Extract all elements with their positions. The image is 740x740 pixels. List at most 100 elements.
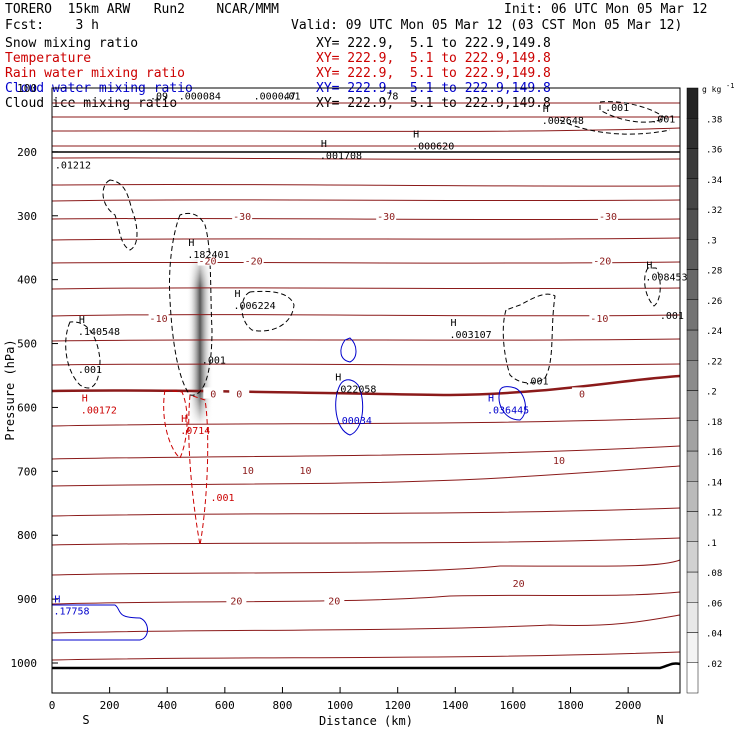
ice-contour [241,290,295,332]
contour-value-label: .09 [150,92,168,103]
maximum-value-label: .001708 [320,151,362,162]
header-title-left: TORERO 15km ARW Run2 NCAR/MMM [5,2,279,17]
contour-value-label: .001 [78,365,102,376]
header-valid: Valid: 09 UTC Mon 05 Mar 12 (03 CST Mon … [291,18,683,33]
ice-contour [559,119,671,135]
rain-contours [163,389,209,546]
isotherm-label-bg [376,209,397,221]
colorbar-bin [686,329,699,361]
maximum-value-label: .182401 [187,250,229,261]
maximum-h-marker: H [335,372,341,383]
isotherm-label: 20 [230,596,242,607]
maximum-value-label: .008453 [645,272,687,283]
maximum-h-marker: H [413,130,419,141]
isotherm-label: 0 [236,389,242,400]
maximum-value-label: .022058 [334,384,376,395]
isotherm-label-bg [592,254,613,266]
colorbar-bin [686,178,699,210]
contour-value-label: .001 [660,311,684,322]
colorbar-bin [686,511,699,542]
maximum-h-marker: H [79,315,85,326]
colorbar-tick-label: .32 [706,206,722,216]
axes [51,87,681,694]
y-tick-label: 100 [17,82,37,95]
y-tick-label: 600 [17,401,37,414]
y-tick-label: 800 [17,529,37,542]
maximum-h-marker: H [188,238,194,249]
isotherm-label-bg [232,209,253,221]
colorbar-bin [686,239,699,270]
contour-value-label: .000084 [179,92,221,103]
isotherm-label-bg [508,577,529,589]
isotherm-line [51,287,681,290]
isotherm-label: 0 [210,389,216,400]
x-ticks: 0 200 400 600 800 1000 1200 1400 1600 1800 2000 [49,687,642,712]
header-init: Init: 06 UTC Mon 05 Mar 12 [504,2,708,17]
colorbar-tick-label: .34 [706,176,722,186]
colorbar-tick-label: .3 [706,236,717,246]
colorbar-tick-label: .38 [706,115,722,125]
maximum-value-label: .140548 [78,327,120,338]
colorbar-units: g kg [702,85,721,94]
isotherm-line [51,261,681,264]
ice-contour [169,212,213,396]
isotherm-line [51,651,681,661]
isotherm-line [51,338,681,342]
maximum-h-marker: H [234,289,240,300]
colorbar-bin [686,450,699,482]
maximum-value-label: .000620 [412,142,454,153]
ice-contour [599,101,666,123]
legend-label-rain: Rain water mixing ratio [5,66,186,81]
cloud-water-contours [52,337,526,641]
colorbar-bin [686,269,699,300]
contour-value-label: .01 [282,92,300,103]
rain-contour [188,394,209,546]
y-tick-label: 900 [17,593,37,606]
isotherm-label-bg [148,312,169,323]
x-tick-label: 2000 [615,699,642,712]
isotherm-label: 0 [579,389,585,400]
header-fcst: Fcst: 3 h [5,18,99,33]
colorbar-tick-label: .1 [706,539,717,549]
maximum-h-marker: H [82,393,88,404]
colorbar-tick-label: .28 [706,267,722,277]
isotherm-line [51,614,681,634]
contour-value-label: .001 [202,356,226,367]
isotherm-label: -30 [233,212,251,223]
isotherm-label: -20 [593,257,611,268]
isotherm-line [51,199,681,202]
isotherm-label: -20 [245,257,263,268]
colorbar-tick-label: .18 [706,418,722,428]
ice-contour [65,321,101,389]
maximum-value-label: .00172 [81,405,117,416]
colorbar-tick-label: .2 [706,388,717,398]
x-tick-label: 0 [49,699,56,712]
colorbar-tick-label: .06 [706,599,722,609]
colorbar-bin [686,602,699,633]
colorbar-bin [686,541,699,573]
legend-label-temperature: Temperature [5,51,92,66]
y-axis-label: Pressure (hPa) [3,339,17,440]
y-tick-label: 500 [17,338,37,351]
isotherm-line [51,217,681,221]
colorbar-bin [686,571,699,603]
colorbar-bin [686,87,699,119]
x-tick-label: 1400 [442,699,469,712]
cloud-contour [52,604,148,641]
legend-xy-rain: XY= 222.9, 5.1 to 222.9,149.8 [316,66,551,81]
isotherm-line [51,445,681,460]
cloud-contour [335,379,364,436]
isotherm-label: 10 [299,466,311,477]
end-label-north: N [656,713,663,727]
isotherm-label: 20 [513,579,525,590]
isotherm-line [51,507,681,517]
isotherm-label: -30 [599,212,617,223]
contour-value-label: .000047 [254,92,296,103]
colorbar-bin [686,118,699,149]
isotherm-labels: -30 -30 -30 -20 -20 -20 -10 -10 0 0 0 10 10 10 20 20 20 [148,209,618,607]
colorbar-tick-label: .26 [706,297,722,307]
colorbar-bin [686,360,699,391]
isotherm-label: -30 [377,212,395,223]
colorbar-units-exponent: -1 [726,82,734,90]
contour-value-labels: .001 .001 .001 .001 .001 .001 .001 .09 .000084 .0… [78,92,684,504]
